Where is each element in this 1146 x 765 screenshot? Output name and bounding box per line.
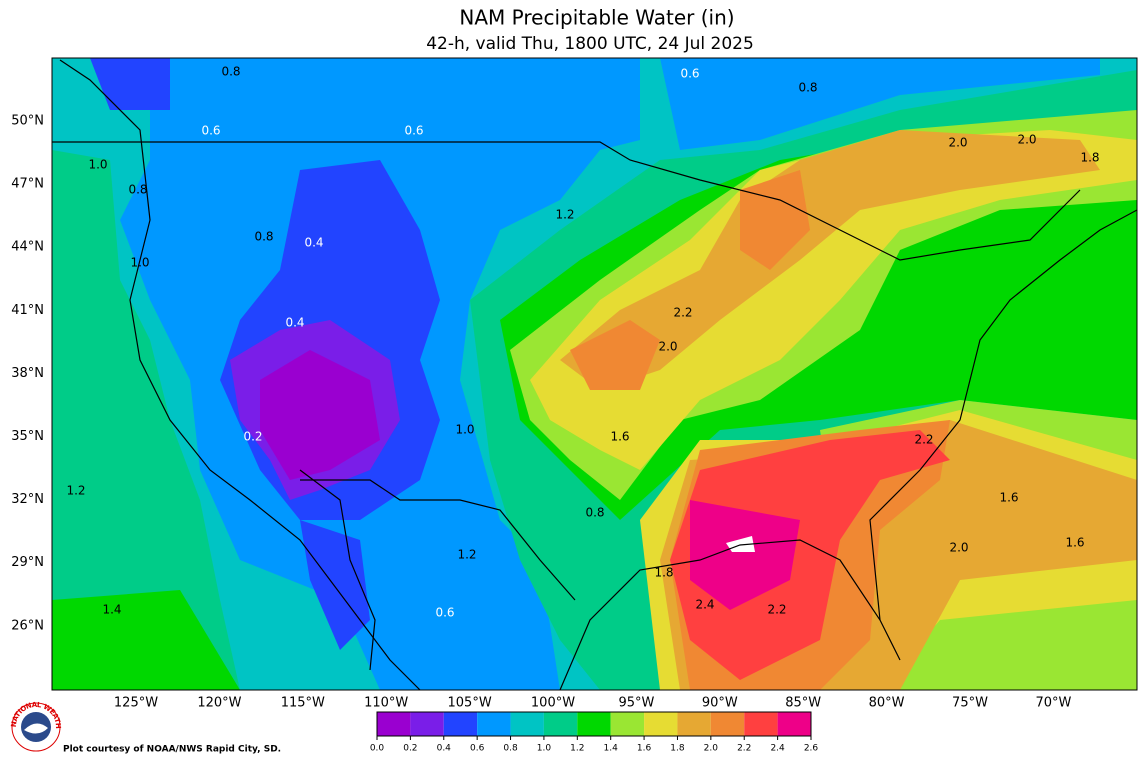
colorbar-tick-label: 0.0 bbox=[370, 744, 385, 754]
contour-label: 0.8 bbox=[128, 183, 147, 197]
colorbar-tick-label: 1.8 bbox=[670, 744, 685, 754]
lon-label: 85°W bbox=[785, 696, 821, 711]
contour-label: 0.6 bbox=[404, 124, 423, 138]
colorbar-tick-label: 2.0 bbox=[704, 744, 719, 754]
lat-label: 47°N bbox=[11, 177, 44, 192]
contour-label: 2.0 bbox=[948, 136, 967, 150]
lon-label: 110°W bbox=[364, 696, 408, 711]
lat-label: 50°N bbox=[11, 114, 44, 129]
lon-label: 115°W bbox=[281, 696, 325, 711]
contour-label: 1.0 bbox=[130, 256, 149, 270]
lon-label: 80°W bbox=[869, 696, 905, 711]
colorbar-tick-label: 0.6 bbox=[470, 744, 485, 754]
contour-label: 1.2 bbox=[457, 548, 476, 562]
colorbar-bin bbox=[644, 712, 678, 736]
lon-label: 125°W bbox=[114, 696, 158, 711]
lon-label: 95°W bbox=[618, 696, 654, 711]
lon-label: 105°W bbox=[448, 696, 492, 711]
lat-label: 44°N bbox=[11, 240, 44, 255]
lat-label: 38°N bbox=[11, 366, 44, 381]
colorbar-tick-label: 1.2 bbox=[570, 744, 584, 754]
contour-label: 1.0 bbox=[88, 158, 107, 172]
lat-label: 26°N bbox=[11, 618, 44, 633]
colorbar-bin bbox=[577, 712, 611, 736]
colorbar-tick-label: 0.8 bbox=[503, 744, 518, 754]
colorbar-bin bbox=[543, 712, 578, 736]
colorbar-bin bbox=[377, 712, 411, 736]
contour-label: 0.4 bbox=[285, 316, 304, 330]
contour-label: 1.6 bbox=[999, 491, 1018, 505]
colorbar-tick-label: 2.4 bbox=[770, 744, 785, 754]
contour-label: 2.4 bbox=[695, 598, 714, 612]
colorbar-tick-label: 0.4 bbox=[437, 744, 452, 754]
subtitle: 42-h, valid Thu, 1800 UTC, 24 Jul 2025 bbox=[426, 34, 754, 54]
lon-label: 70°W bbox=[1035, 696, 1071, 711]
colorbar-bin bbox=[777, 712, 811, 736]
lat-label: 32°N bbox=[11, 492, 44, 507]
colorbar-tick-label: 2.2 bbox=[737, 744, 751, 754]
colorbar-frame bbox=[376, 711, 812, 737]
contour-label: 2.0 bbox=[658, 340, 677, 354]
contour-label: 0.6 bbox=[680, 67, 699, 81]
colorbar-bin bbox=[443, 712, 478, 736]
title: NAM Precipitable Water (in) bbox=[459, 6, 734, 30]
lon-label: 100°W bbox=[531, 696, 575, 711]
colorbar-bin bbox=[677, 712, 711, 736]
map-frame bbox=[51, 57, 1138, 691]
colorbar-tick-label: 2.6 bbox=[804, 744, 819, 754]
colorbar-bin bbox=[710, 712, 745, 736]
contour-label: 1.2 bbox=[555, 208, 574, 222]
lat-label: 35°N bbox=[11, 429, 44, 444]
colorbar-tick-label: 1.0 bbox=[537, 744, 552, 754]
colorbar-bin bbox=[744, 712, 778, 736]
lon-label: 90°W bbox=[702, 696, 738, 711]
contour-label: 1.2 bbox=[66, 484, 85, 498]
contour-label: 0.6 bbox=[435, 606, 454, 620]
contour-label: 0.8 bbox=[254, 230, 273, 244]
contour-label: 2.2 bbox=[914, 433, 933, 447]
colorbar-tick-label: 1.4 bbox=[604, 744, 619, 754]
contour-label: 0.8 bbox=[221, 65, 240, 79]
colorbar-bin bbox=[510, 712, 544, 736]
contour-label: 1.6 bbox=[610, 430, 629, 444]
colorbar-bin bbox=[610, 712, 645, 736]
contour-label: 2.0 bbox=[949, 541, 968, 555]
contour-label: 1.0 bbox=[455, 423, 474, 437]
colorbar-tick-label: 0.2 bbox=[403, 744, 417, 754]
contour-label: 1.6 bbox=[1065, 536, 1084, 550]
lat-label: 29°N bbox=[11, 555, 44, 570]
colorbar-bin bbox=[410, 712, 444, 736]
colorbar-tick-label: 1.6 bbox=[637, 744, 652, 754]
credit: Plot courtesy of NOAA/NWS Rapid City, SD… bbox=[63, 745, 281, 755]
lat-label: 41°N bbox=[11, 303, 44, 318]
contour-label: 0.8 bbox=[798, 81, 817, 95]
contour-label: 0.2 bbox=[243, 430, 262, 444]
contour-label: 2.0 bbox=[1017, 133, 1036, 147]
lon-label: 120°W bbox=[197, 696, 241, 711]
contour-label: 1.8 bbox=[654, 566, 673, 580]
contour-label: 0.6 bbox=[201, 124, 220, 138]
contour-label: 2.2 bbox=[767, 603, 786, 617]
contour-label: 1.4 bbox=[102, 603, 121, 617]
contour-label: 1.8 bbox=[1080, 151, 1099, 165]
colorbar-bin bbox=[477, 712, 511, 736]
map-field bbox=[52, 58, 1137, 690]
lon-label: 75°W bbox=[952, 696, 988, 711]
contour-label: 0.8 bbox=[585, 506, 604, 520]
contour-label: 0.4 bbox=[304, 236, 323, 250]
contour-label: 2.2 bbox=[673, 306, 692, 320]
